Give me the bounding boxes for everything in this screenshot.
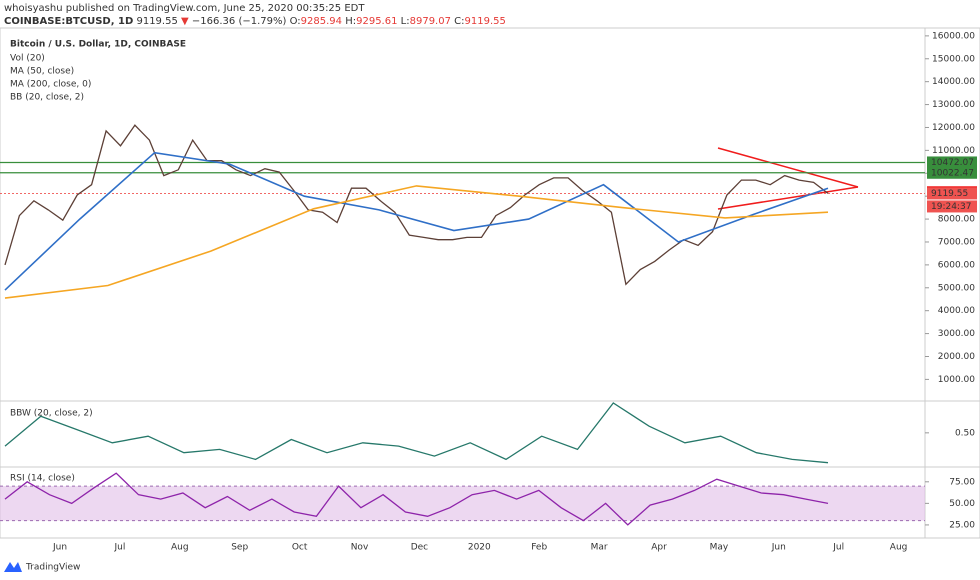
x-tick-label: Nov [351,543,369,553]
pane-title: RSI (14, close) [10,474,75,484]
trendline [717,186,859,210]
x-tick-label: Jul [832,543,844,553]
y-tick-label: 0.50 [955,428,975,438]
logo-icon [4,562,22,572]
x-tick-label: Aug [890,543,908,553]
x-tick-label: Jul [113,543,125,553]
y-tick-label: 11000.00 [932,146,975,156]
indicator-label: BB (20, close, 2) [10,93,84,103]
indicator-label: Vol (20) [10,54,45,64]
o-label: O: [290,16,301,27]
y-tick-label: 15000.00 [932,54,975,64]
y-tick-label: 1000.00 [938,375,975,385]
price-tag-label: 10472.07 [931,158,974,168]
change: −166.36 (−1.79%) [192,16,287,27]
c-label: C: [454,16,464,27]
x-tick-label: Apr [651,543,667,553]
rsi-band [0,486,925,521]
x-tick-label: Oct [292,543,308,553]
price-tag [927,156,977,169]
pane-title: BBW (20, close, 2) [10,409,93,419]
trendlines [717,147,859,210]
logo-text: TradingView [25,563,80,573]
y-tick-label: 25.00 [949,520,975,530]
indicator-label: MA (200, close, 0) [10,80,91,90]
x-tick-label: 2020 [468,543,491,553]
arrow: ▼ [181,16,189,27]
low: 8979.07 [410,16,451,27]
y-tick-label: 14000.00 [932,77,975,87]
y-tick-label: 8000.00 [938,215,975,225]
series-line [4,124,829,286]
countdown-tag [927,200,977,213]
chart-frame [0,27,980,539]
y-tick-label: 3000.00 [938,329,975,339]
symbol-line: COINBASE:BTCUSD, 1D 9119.55 ▼ −166.36 (−… [4,16,506,27]
y-tick-label: 13000.00 [932,100,975,110]
price-tag [927,166,977,179]
open: 9285.94 [301,16,342,27]
y-tick-label: 12000.00 [932,123,975,133]
close: 9119.55 [465,16,506,27]
x-tick-label: Aug [171,543,189,553]
series-line [4,151,829,291]
indicator-label: MA (50, close) [10,67,74,77]
publish-info: whoisyashu published on TradingView.com,… [4,3,365,14]
x-tick-label: May [710,543,729,553]
series-line [4,402,829,464]
x-tick-label: Jun [52,543,67,553]
logo: TradingView [4,562,80,573]
y-tick-label: 7000.00 [938,237,975,247]
y-tick-label: 2000.00 [938,352,975,362]
trendline [717,147,859,188]
high: 9295.61 [356,16,397,27]
x-tick-label: Jun [771,543,786,553]
h-label: H: [345,16,356,27]
y-tick-label: 50.00 [949,499,975,509]
x-tick-label: Sep [231,543,248,553]
price-tag-label: 9119.55 [931,189,968,199]
price-tag-label: 10022.47 [931,168,974,178]
y-tick-label: 4000.00 [938,306,975,316]
x-tick-label: Mar [591,543,608,553]
x-tick-label: Feb [531,543,547,553]
pane-title: Bitcoin / U.S. Dollar, 1D, COINBASE [10,40,186,50]
symbol: COINBASE:BTCUSD, 1D [4,16,133,27]
series-line [4,472,829,526]
x-tick-label: Dec [411,543,428,553]
series-line [4,185,829,299]
y-tick-label: 5000.00 [938,283,975,293]
y-tick-label: 6000.00 [938,260,975,270]
last: 9119.55 [136,16,177,27]
y-tick-label: 16000.00 [932,31,975,41]
y-tick-label: 75.00 [949,477,975,487]
price-tag [927,187,977,200]
l-label: L: [401,16,410,27]
countdown: 19:24:37 [931,202,971,212]
